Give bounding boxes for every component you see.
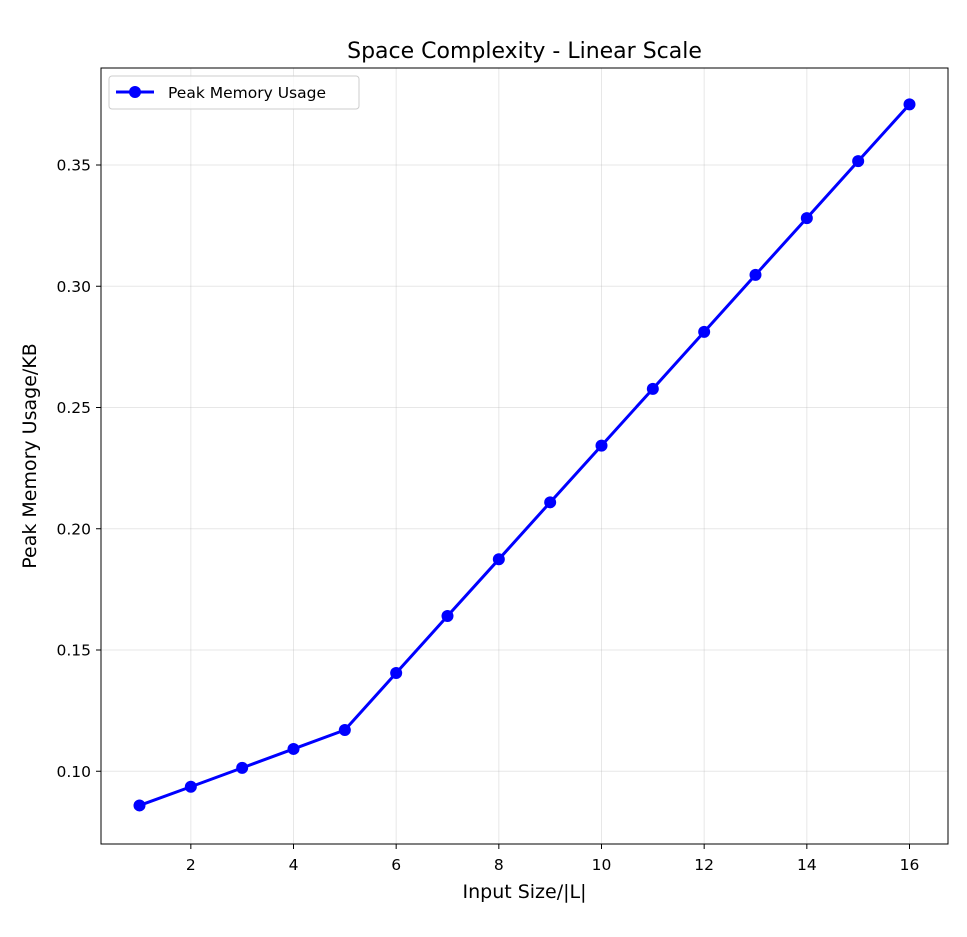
y-axis-ticks: 0.10 0.15 0.20 0.25 0.30 0.35 (56, 157, 101, 781)
chart-title: Space Complexity - Linear Scale (347, 39, 702, 64)
y-tick-label: 0.30 (56, 278, 91, 296)
data-point (390, 667, 403, 680)
data-point (800, 212, 813, 225)
x-tick-label: 10 (592, 856, 612, 874)
y-tick-label: 0.25 (56, 399, 91, 417)
x-tick-label: 4 (289, 856, 299, 874)
x-tick-label: 12 (694, 856, 714, 874)
x-axis-label: Input Size/|L| (462, 881, 586, 903)
data-point (852, 155, 865, 168)
legend-marker-swatch (129, 86, 141, 98)
series-layer (133, 98, 916, 812)
series-line (138, 103, 911, 807)
data-point (698, 325, 711, 338)
legend: Peak Memory Usage (108, 75, 360, 110)
data-point (646, 382, 659, 395)
data-point (287, 742, 300, 755)
data-point (236, 761, 249, 774)
x-tick-label: 2 (186, 856, 196, 874)
data-point (492, 553, 505, 566)
legend-box (108, 75, 360, 110)
x-tick-label: 6 (391, 856, 401, 874)
y-axis-label: Peak Memory Usage/KB (19, 343, 41, 569)
legend-label: Peak Memory Usage (168, 84, 326, 102)
data-point (133, 799, 146, 812)
data-point (749, 268, 762, 281)
grid-layer (101, 68, 948, 844)
y-tick-label: 0.10 (56, 763, 91, 781)
x-tick-label: 14 (797, 856, 817, 874)
y-tick-label: 0.15 (56, 642, 91, 660)
data-point (184, 780, 197, 793)
data-point (338, 724, 351, 737)
data-point (441, 610, 454, 623)
x-tick-label: 8 (494, 856, 504, 874)
y-tick-label: 0.20 (56, 520, 91, 538)
data-point (595, 439, 608, 452)
x-tick-label: 16 (900, 856, 920, 874)
data-point (903, 98, 916, 111)
y-tick-label: 0.35 (56, 157, 91, 175)
x-axis-ticks: 2 4 6 8 10 12 14 16 (186, 844, 919, 874)
data-point (544, 496, 557, 509)
plot-frame (100, 67, 949, 845)
